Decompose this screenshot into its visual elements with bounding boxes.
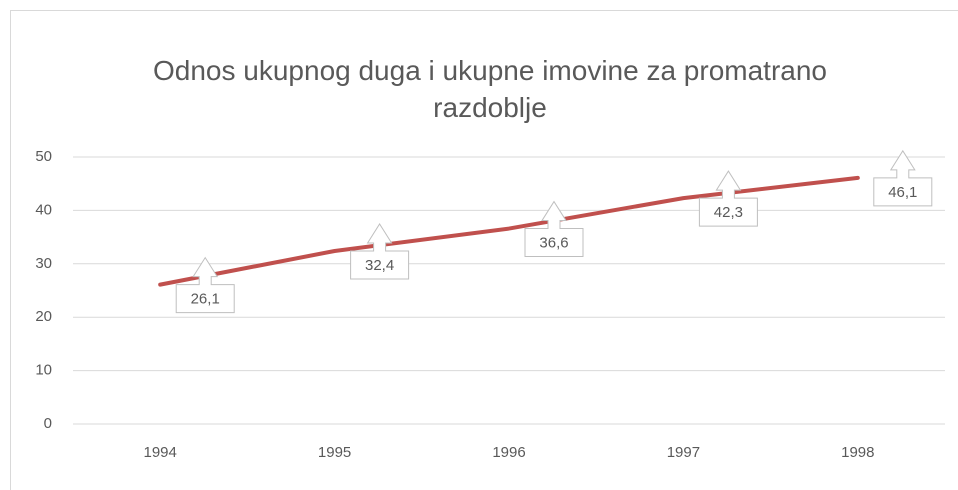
x-tick-label: 1994 [144,444,177,461]
x-tick-label: 1997 [667,444,700,461]
y-tick-label: 20 [35,308,52,325]
y-tick-label: 50 [35,148,52,165]
data-label: 42,3 [714,204,743,221]
y-tick-label: 10 [35,362,52,379]
x-tick-label: 1998 [841,444,874,461]
data-label-callout [698,170,758,227]
data-label-callout [524,200,584,258]
data-label: 46,1 [888,184,917,201]
data-label-callout [175,256,235,314]
data-label: 26,1 [191,291,220,308]
x-tick-label: 1995 [318,444,351,461]
y-tick-label: 40 [35,201,52,218]
data-label-callout [873,149,933,207]
chart: 0 10 20 30 40 50 1994 1995 1996 1997 1998 26,1 32,4 3… [35,148,945,461]
data-label: 32,4 [365,257,394,274]
chart-title: Odnos ukupnog duga i ukupne imovine za p… [153,55,827,123]
y-tick-label: 0 [44,415,52,432]
x-tick-label: 1996 [492,444,525,461]
y-tick-label: 30 [35,255,52,272]
data-label-callout [350,223,410,280]
page: {"chart_data": {"type": "line", "title":… [10,10,958,490]
line [158,175,860,287]
data-label: 36,6 [539,235,568,252]
chart-frame [10,10,958,490]
